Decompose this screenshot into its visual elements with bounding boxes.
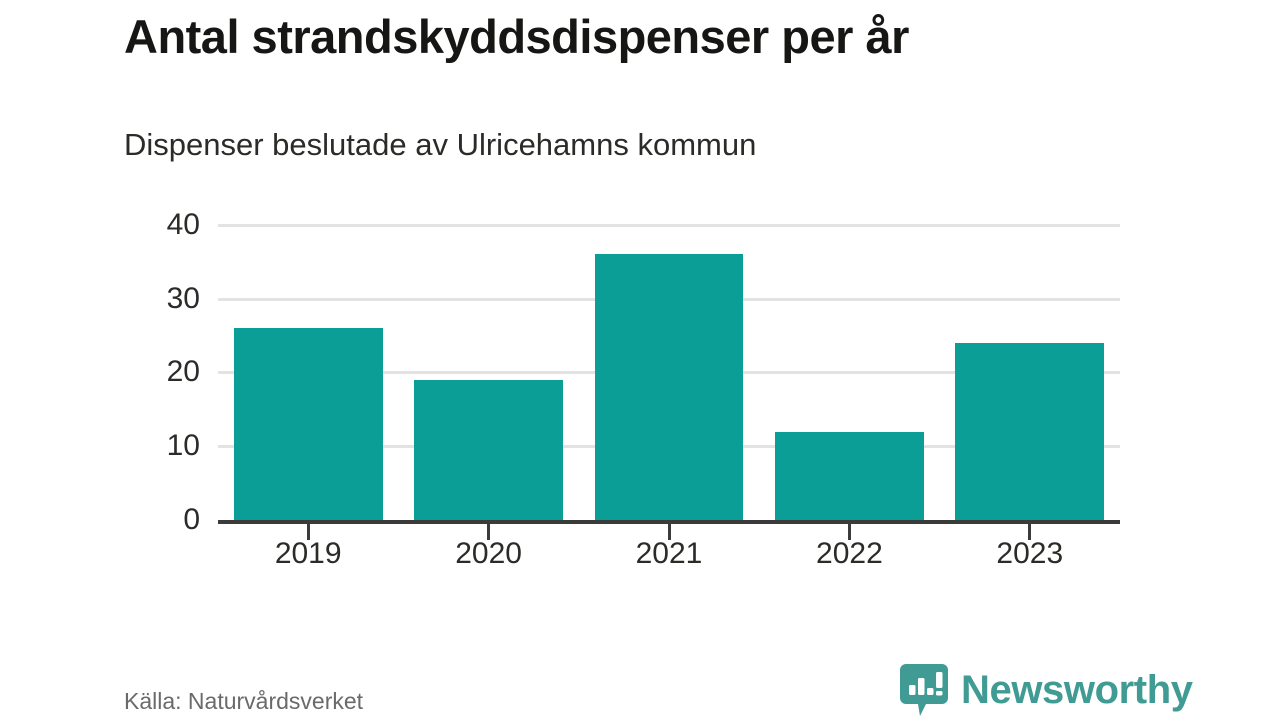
- y-axis-tick-label: 20: [166, 355, 200, 389]
- x-axis-tick: [667, 524, 671, 540]
- page-title: Antal strandskyddsdispenser per år: [124, 10, 909, 63]
- bar[interactable]: [594, 254, 744, 520]
- y-axis-tick-label: 30: [166, 281, 200, 315]
- x-axis-tick: [487, 524, 491, 540]
- x-axis-tick: [306, 524, 310, 540]
- newsworthy-speech-bubble-bar-chart-icon: [900, 662, 948, 718]
- chart-subtitle: Dispenser beslutade av Ulricehamns kommu…: [124, 127, 757, 162]
- bar[interactable]: [414, 379, 563, 520]
- newsworthy-logo-text: Newsworthy: [961, 668, 1193, 712]
- x-axis-tick-label: 2020: [455, 537, 522, 570]
- y-axis-tick-label: 0: [183, 503, 200, 536]
- y-axis-tick-label: 40: [166, 207, 200, 241]
- x-axis-tick: [847, 524, 851, 540]
- x-axis-tick-label: 2019: [274, 537, 342, 570]
- source-note: Källa: Naturvårdsverket: [124, 688, 364, 714]
- bar[interactable]: [233, 328, 383, 520]
- y-axis-tick-label: 10: [166, 429, 200, 463]
- x-axis-tick-label: 2023: [996, 537, 1064, 570]
- x-axis-line: [218, 520, 1120, 524]
- newsworthy-logo[interactable]: Newsworthy: [900, 662, 1193, 718]
- gridline: [218, 223, 1120, 227]
- x-axis-tick-label: 2022: [816, 537, 883, 570]
- x-axis-tick: [1028, 524, 1032, 540]
- bar[interactable]: [774, 431, 924, 520]
- plot-area: [218, 222, 1120, 540]
- bar[interactable]: [955, 342, 1105, 520]
- x-axis-tick-label: 2021: [635, 537, 703, 570]
